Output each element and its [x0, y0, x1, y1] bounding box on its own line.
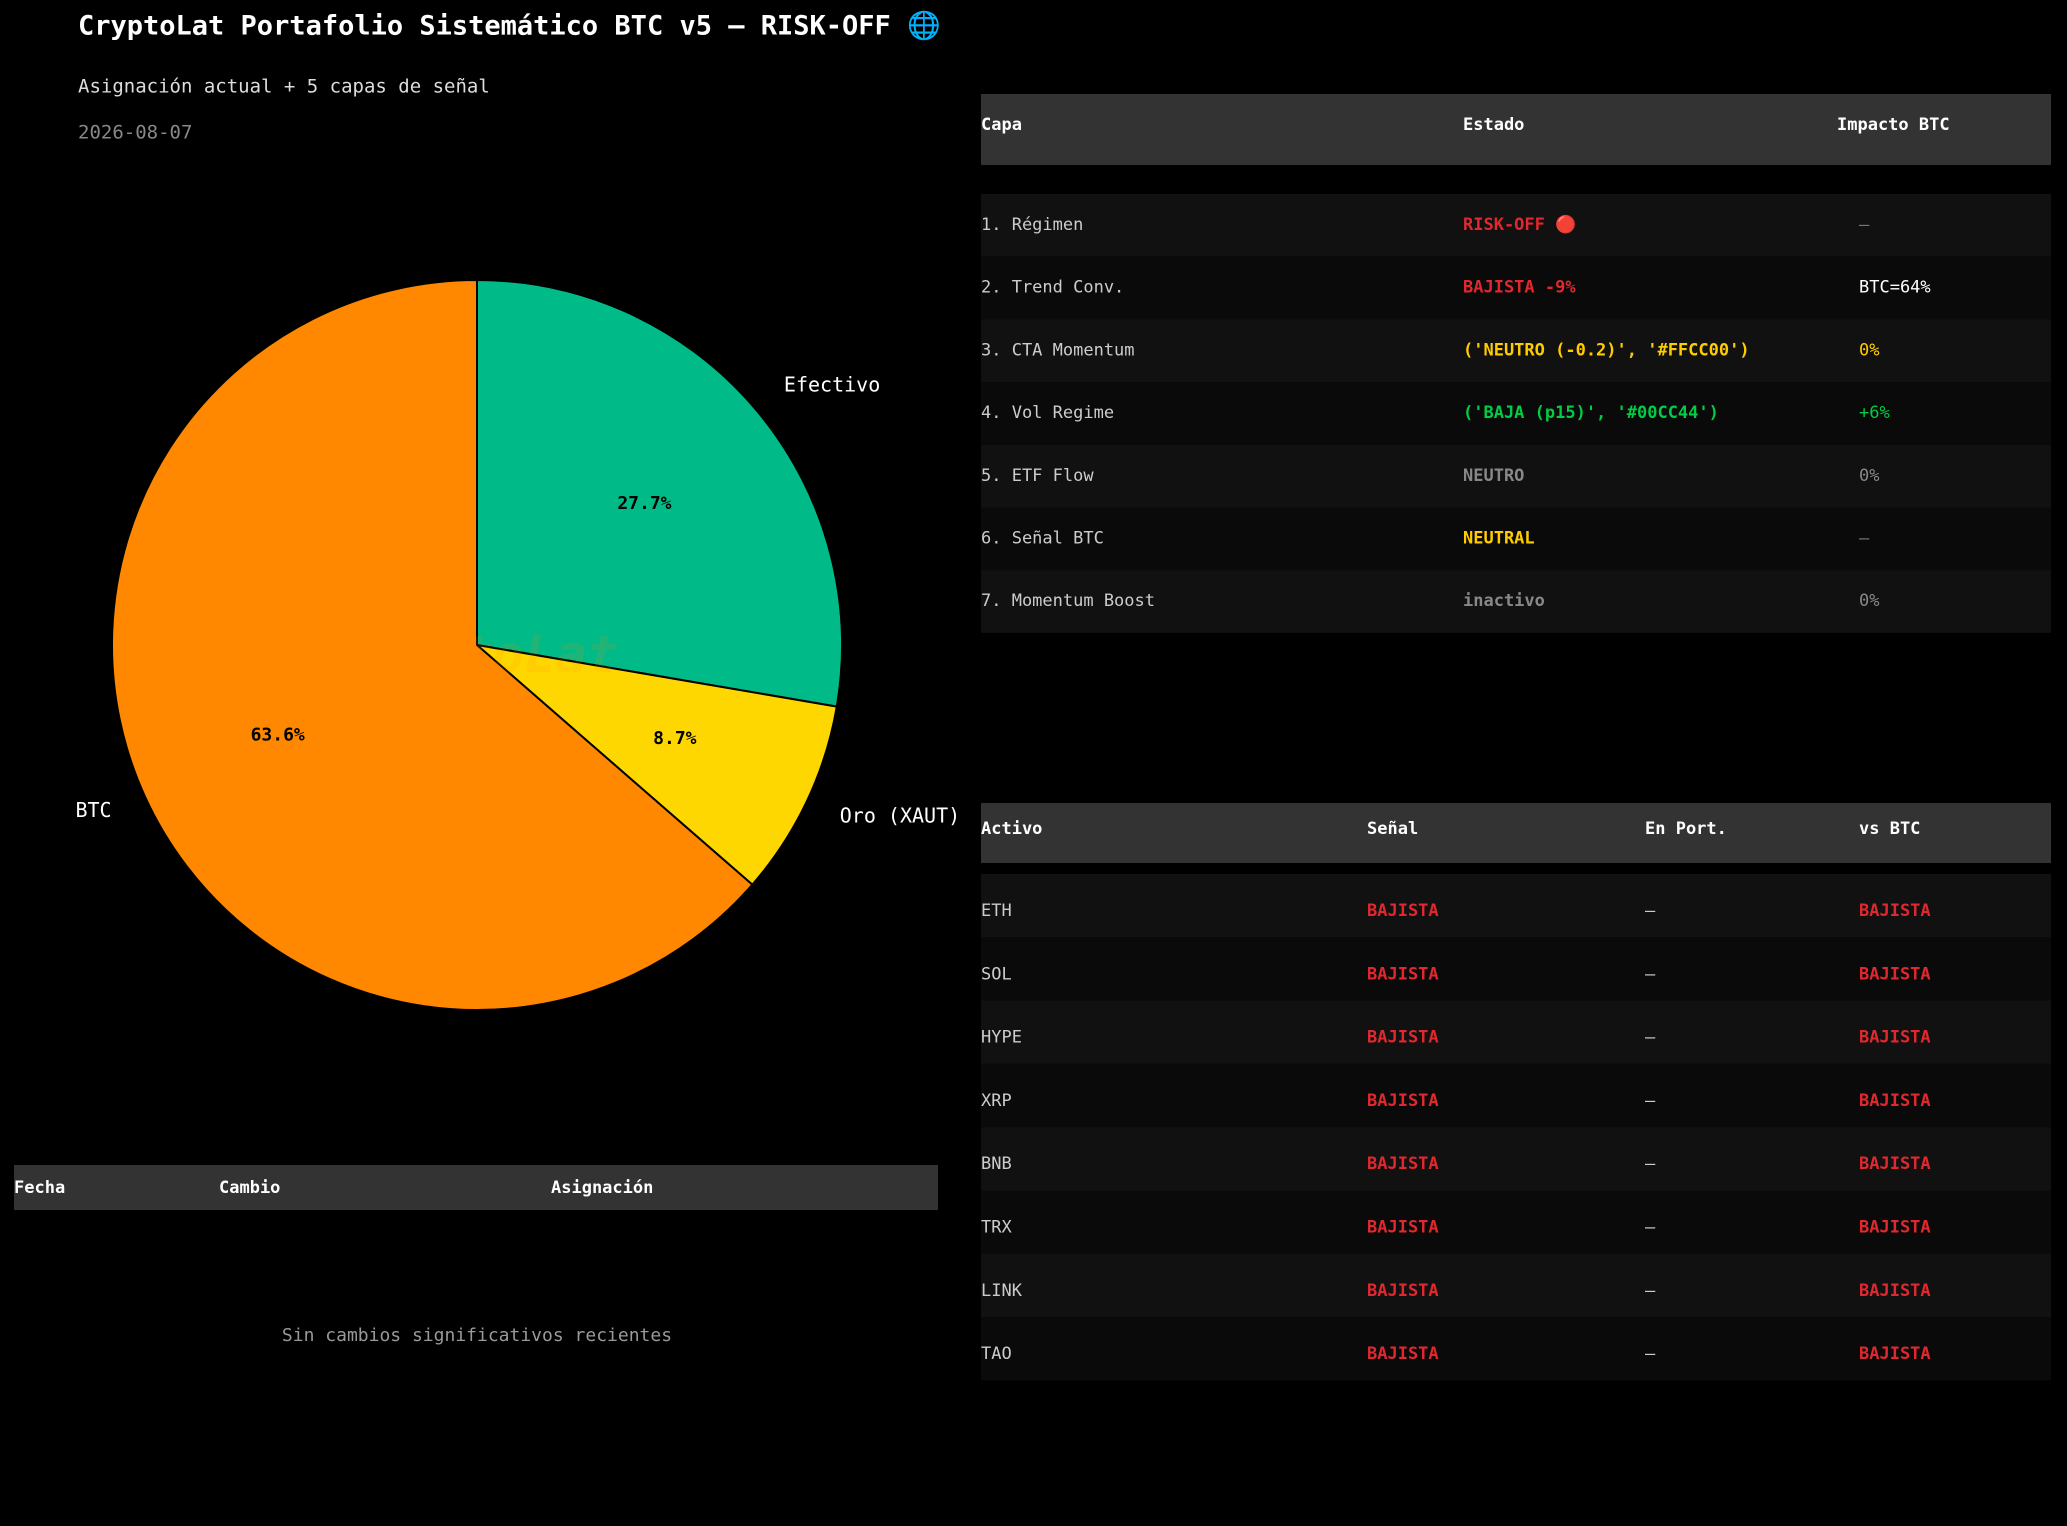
- pie-category-label: Oro (XAUT): [840, 804, 960, 828]
- pie-category-label: BTC: [75, 798, 111, 822]
- layer-state: NEUTRO: [1463, 466, 1524, 486]
- asset-cell: BAJISTA: [1367, 901, 1439, 921]
- asset-cell: BAJISTA: [1367, 1281, 1439, 1301]
- asset-cell: HYPE: [981, 1028, 1022, 1048]
- table-row: [981, 444, 2051, 508]
- column-header: Activo: [981, 819, 1042, 839]
- layer-name: 7. Momentum Boost: [981, 591, 1155, 611]
- pie-value-label: 27.7%: [617, 493, 671, 514]
- asset-cell: BAJISTA: [1367, 1154, 1439, 1174]
- asset-cell: —: [1645, 1218, 1656, 1238]
- table-row: [981, 1127, 2051, 1191]
- layer-impact: +6%: [1859, 403, 1890, 423]
- table-row: [981, 1317, 2051, 1381]
- layer-name: 5. ETF Flow: [981, 466, 1094, 486]
- asset-cell: BAJISTA: [1859, 1028, 1931, 1048]
- asset-cell: —: [1645, 1281, 1656, 1301]
- asset-cell: BAJISTA: [1859, 1218, 1931, 1238]
- asset-cell: BAJISTA: [1859, 1281, 1931, 1301]
- asset-cell: SOL: [981, 964, 1012, 984]
- empty-message: Sin cambios significativos recientes: [282, 1325, 672, 1346]
- asset-cell: ETH: [981, 901, 1012, 921]
- table-row: [981, 256, 2051, 320]
- layer-impact: BTC=64%: [1859, 278, 1931, 298]
- asset-cell: XRP: [981, 1091, 1012, 1111]
- table-row: [981, 1063, 2051, 1128]
- pie-slice: [473, 643, 838, 887]
- asset-cell: BAJISTA: [1859, 901, 1931, 921]
- asset-cell: BAJISTA: [1367, 1091, 1439, 1111]
- layer-impact: 0%: [1859, 466, 1879, 486]
- column-header: Estado: [1463, 115, 1524, 135]
- asset-cell: —: [1645, 901, 1656, 921]
- asset-cell: —: [1645, 1154, 1656, 1174]
- layer-state: inactivo: [1463, 591, 1545, 611]
- asset-cell: TAO: [981, 1344, 1012, 1364]
- column-header: vs BTC: [1859, 819, 1920, 839]
- layer-state: ('BAJA (p15)', '#00CC44'): [1463, 403, 1719, 423]
- table-row: [981, 570, 2051, 633]
- table-row: [981, 1000, 2051, 1064]
- asset-cell: BAJISTA: [1859, 1154, 1931, 1174]
- pie-value-label: 8.7%: [653, 728, 697, 749]
- table-row: [981, 319, 2051, 383]
- column-header: Asignación: [551, 1178, 653, 1198]
- asset-cell: BAJISTA: [1859, 1344, 1931, 1364]
- asset-cell: BAJISTA: [1367, 964, 1439, 984]
- layer-state: BAJISTA -9%: [1463, 278, 1576, 298]
- pie-slice: [476, 278, 843, 708]
- asset-cell: LINK: [981, 1281, 1023, 1301]
- asset-cell: BAJISTA: [1367, 1344, 1439, 1364]
- column-header: Fecha: [14, 1178, 65, 1198]
- asset-cell: BAJISTA: [1859, 964, 1931, 984]
- column-header: Cambio: [219, 1178, 280, 1198]
- table-row: [981, 1253, 2051, 1318]
- layer-name: 3. CTA Momentum: [981, 340, 1135, 360]
- table-row: [981, 382, 2051, 445]
- pie-category-label: Efectivo: [784, 373, 880, 397]
- column-header: Impacto BTC: [1837, 115, 1950, 135]
- layer-impact: —: [1859, 215, 1870, 235]
- column-header: Señal: [1367, 819, 1418, 839]
- layer-impact: —: [1859, 529, 1870, 549]
- column-header: En Port.: [1645, 819, 1727, 839]
- layer-name: 1. Régimen: [981, 215, 1083, 235]
- layer-name: 2. Trend Conv.: [981, 278, 1124, 298]
- layer-impact: 0%: [1859, 340, 1879, 360]
- watermark: CryptoLat: [336, 625, 618, 685]
- table-header: [981, 803, 2051, 863]
- layer-impact: 0%: [1859, 591, 1879, 611]
- table-header: [14, 1165, 938, 1210]
- subtitle: Asignación actual + 5 capas de señal: [78, 76, 490, 98]
- asset-cell: —: [1645, 1091, 1656, 1111]
- layer-state: ('NEUTRO (-0.2)', '#FFCC00'): [1463, 340, 1750, 360]
- layer-name: 4. Vol Regime: [981, 403, 1114, 423]
- table-row: [981, 194, 2051, 257]
- asset-cell: —: [1645, 1028, 1656, 1048]
- layer-state: NEUTRAL: [1463, 529, 1535, 549]
- asset-cell: BAJISTA: [1367, 1218, 1439, 1238]
- asset-cell: BAJISTA: [1859, 1091, 1931, 1111]
- asset-cell: —: [1645, 1344, 1656, 1364]
- table-row: [981, 874, 2051, 938]
- table-header: [981, 94, 2051, 165]
- pie-value-label: 63.6%: [251, 725, 305, 746]
- asset-cell: TRX: [981, 1218, 1012, 1238]
- table-row: [981, 937, 2051, 1001]
- table-row: [981, 507, 2051, 571]
- title: CryptoLat Portafolio Sistemático BTC v5 …: [78, 10, 941, 42]
- pie-slice: [111, 278, 754, 1011]
- asset-cell: BAJISTA: [1367, 1028, 1439, 1048]
- asset-cell: —: [1645, 964, 1656, 984]
- layer-name: 6. Señal BTC: [981, 529, 1104, 549]
- date: 2026-08-07: [78, 122, 192, 144]
- asset-cell: BNB: [981, 1154, 1012, 1174]
- column-header: Capa: [981, 115, 1022, 135]
- table-row: [981, 1190, 2051, 1254]
- layer-state: RISK-OFF 🔴: [1463, 214, 1576, 235]
